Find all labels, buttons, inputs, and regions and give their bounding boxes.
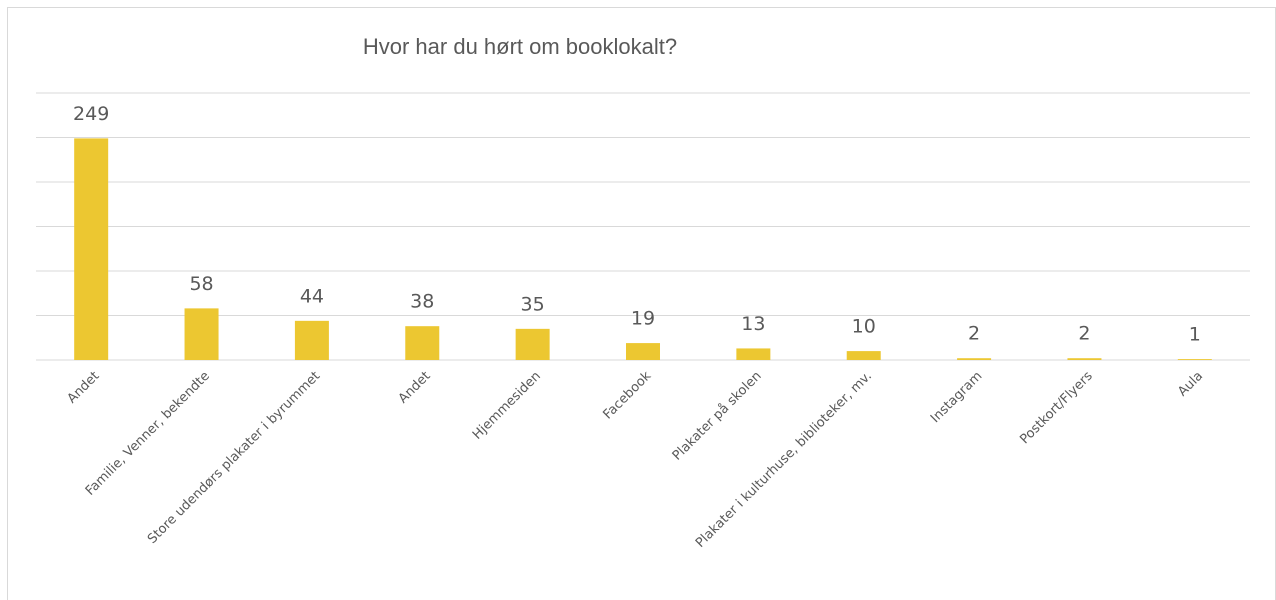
data-label: 10	[852, 316, 876, 338]
bar	[957, 358, 992, 360]
data-label: 249	[73, 103, 109, 125]
bar	[294, 320, 329, 360]
bar	[736, 348, 771, 360]
bar	[405, 326, 440, 360]
data-label: 58	[189, 273, 213, 295]
data-label: 19	[631, 308, 655, 330]
bar	[1067, 358, 1102, 360]
bar	[74, 138, 109, 360]
data-label: 13	[741, 313, 765, 335]
chart-title: Hvor har du hørt om booklokalt?	[363, 34, 677, 59]
bar	[515, 328, 550, 360]
data-label: 2	[968, 323, 980, 345]
bar	[1177, 359, 1212, 360]
data-label: 44	[300, 285, 324, 307]
data-label: 1	[1189, 324, 1201, 346]
bar	[626, 343, 660, 360]
bar	[846, 351, 881, 360]
data-label: 38	[410, 291, 434, 313]
chart-border	[7, 7, 1276, 600]
bar	[184, 308, 219, 360]
data-label: 35	[521, 293, 545, 315]
data-label: 2	[1078, 323, 1090, 345]
